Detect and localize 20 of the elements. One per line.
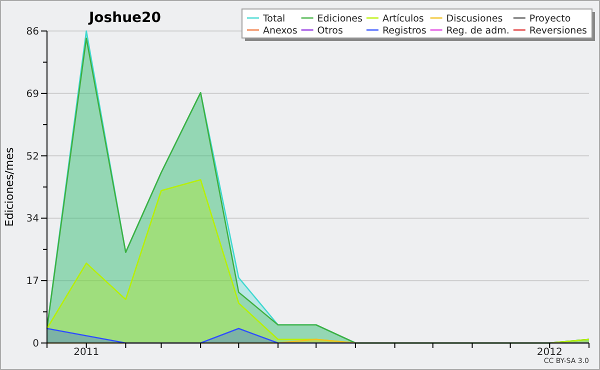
- x-tick-label: 2011: [74, 347, 100, 358]
- legend-label: Otros: [317, 25, 343, 36]
- chart-title: Joshue20: [88, 10, 162, 26]
- y-tick-label: 69: [26, 88, 39, 100]
- legend-label: Registros: [382, 25, 426, 36]
- y-tick-label: 52: [26, 151, 39, 162]
- y-axis-title: Ediciones/mes: [3, 147, 16, 227]
- legend-label: Discusiones: [446, 13, 503, 24]
- legend-label: Anexos: [262, 25, 298, 36]
- y-tick-label: 86: [26, 26, 39, 38]
- legend-label: Proyecto: [529, 13, 571, 24]
- legend-label: Ediciones: [317, 13, 362, 24]
- legend-label: Reg. de adm.: [446, 25, 510, 36]
- legend-label: Reversiones: [529, 25, 588, 36]
- y-tick-label: 34: [26, 214, 39, 225]
- y-tick-label: 0: [32, 338, 39, 350]
- legend-label: Artículos: [382, 13, 424, 24]
- legend-label: Total: [262, 13, 286, 24]
- y-tick-label: 17: [26, 276, 39, 288]
- x-tick-label: 2012: [536, 347, 562, 358]
